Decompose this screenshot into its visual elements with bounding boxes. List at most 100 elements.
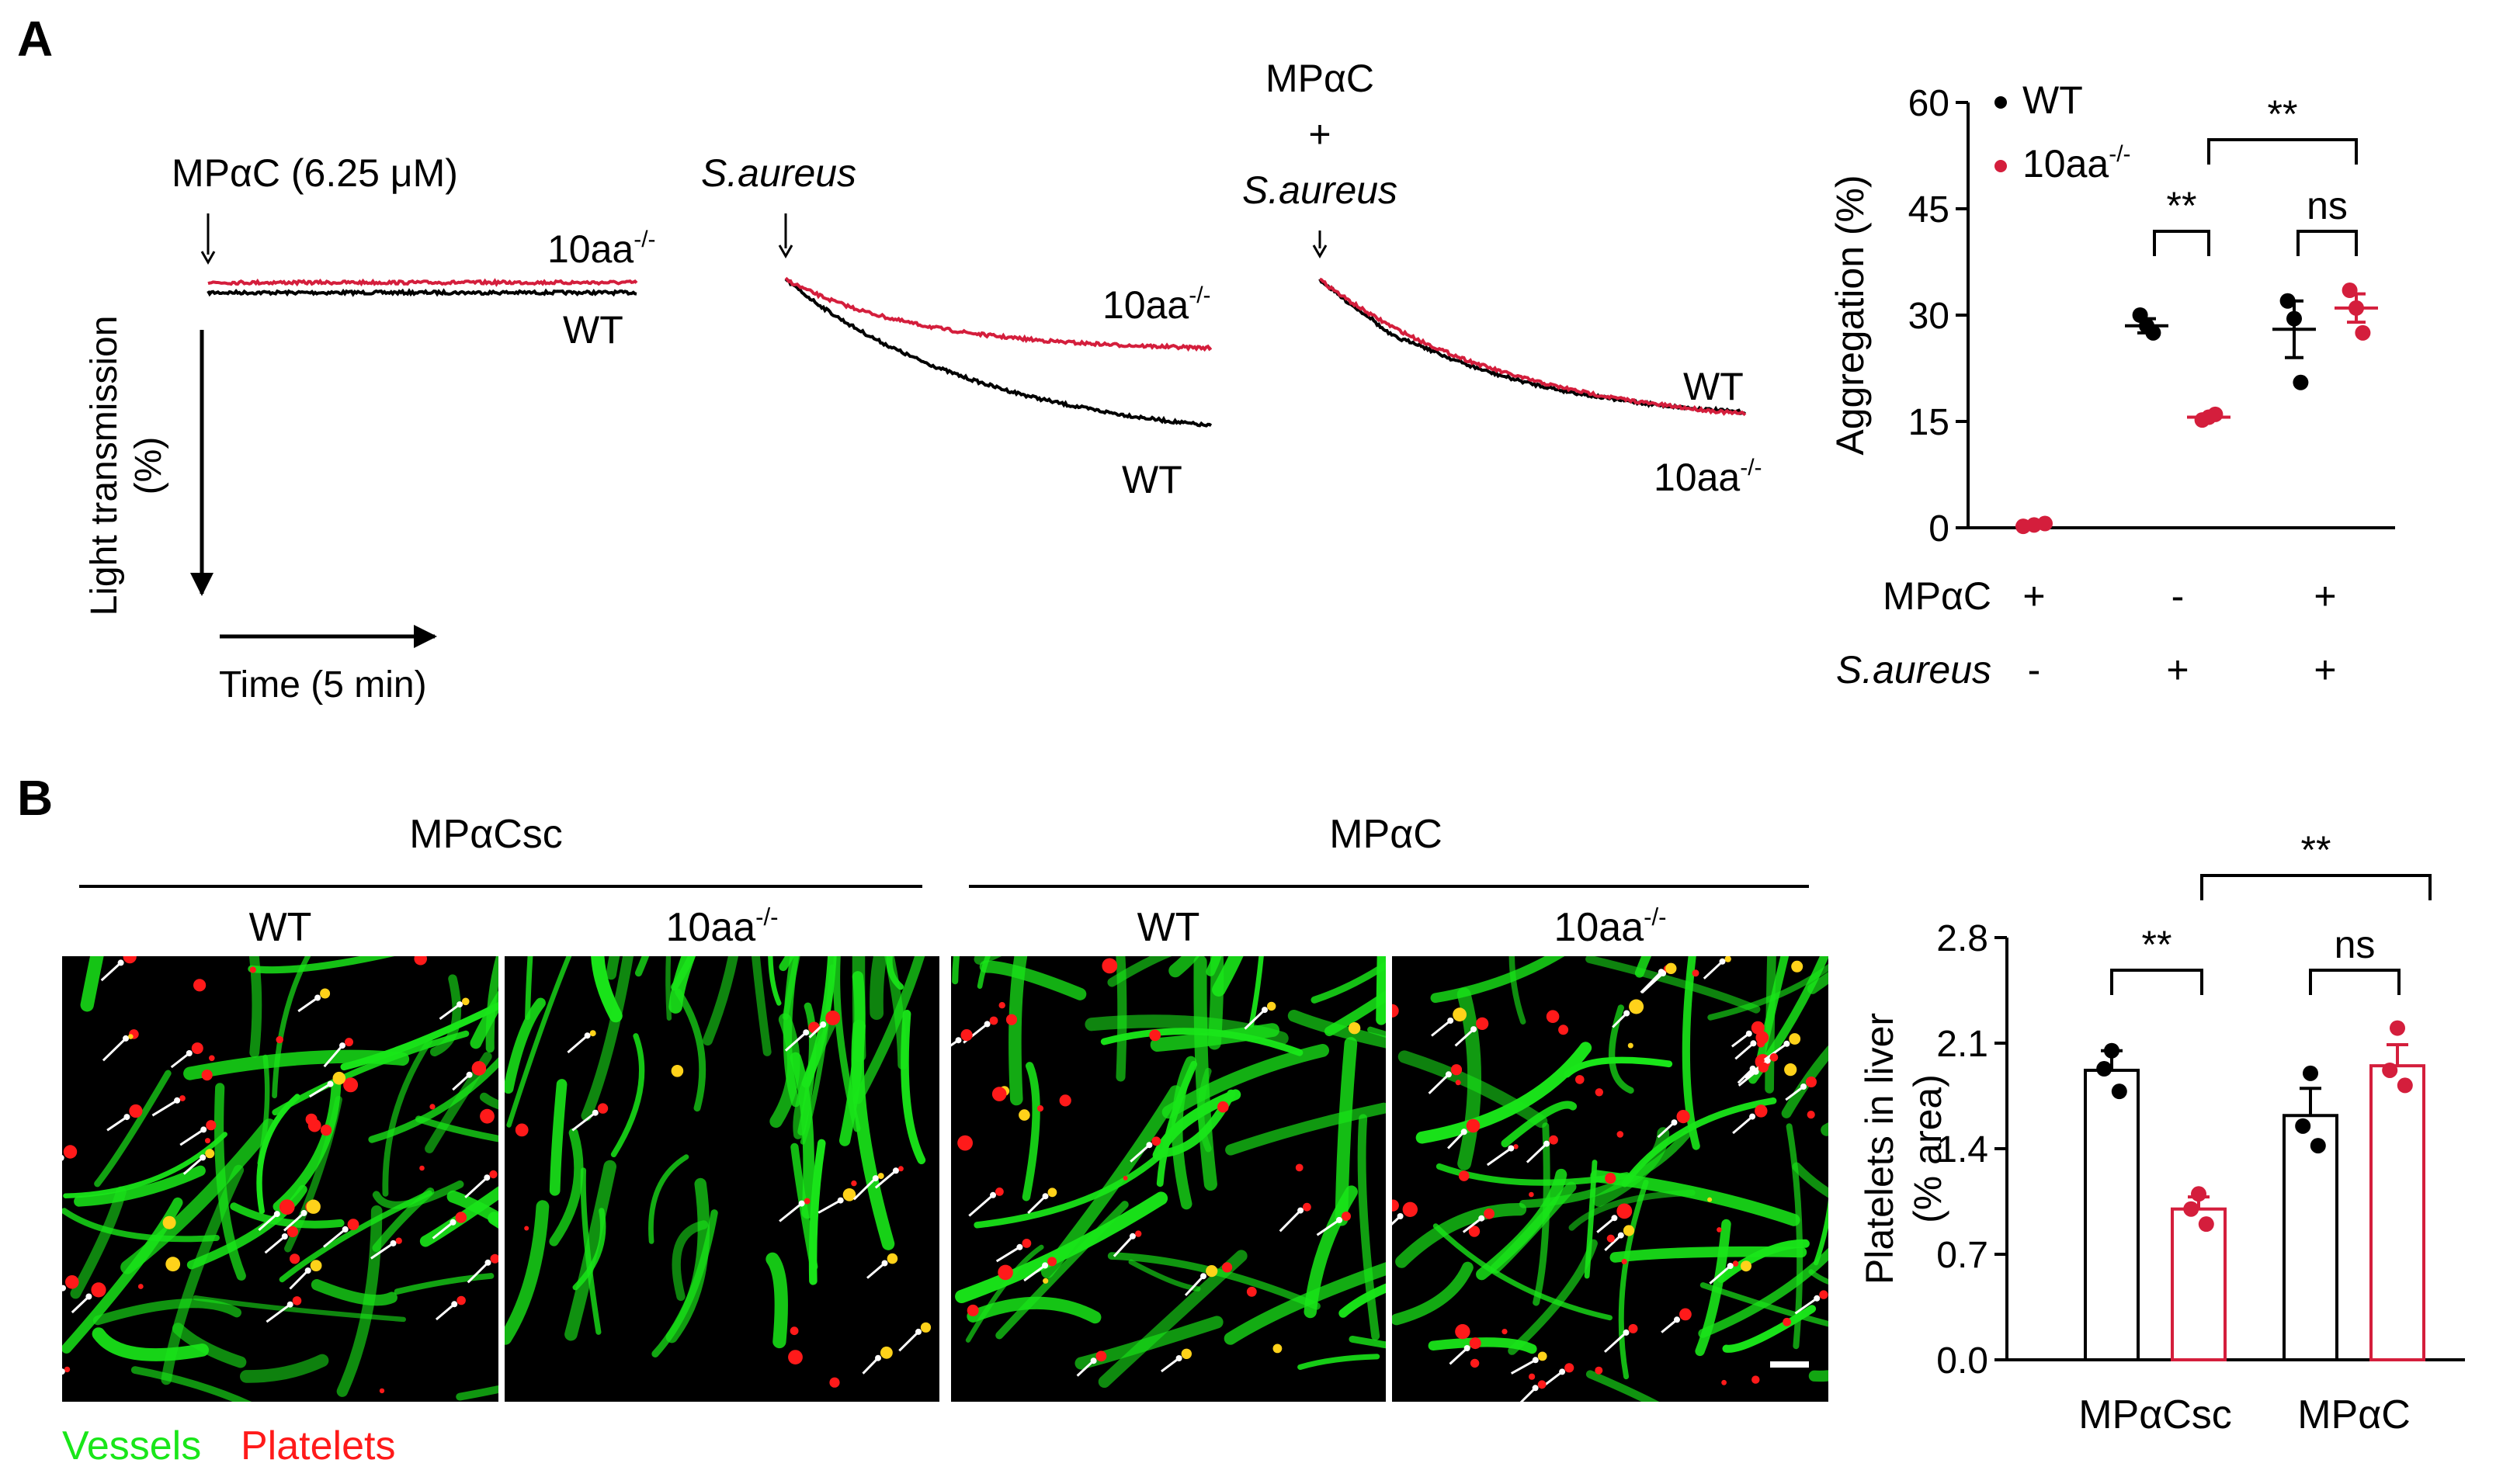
vessel-segment [183,1049,410,1080]
platelet-arrow-head [1623,1329,1630,1336]
platelet-cluster [995,1188,1004,1196]
platelet-arrow [464,1177,488,1198]
vessel-segment [1435,1163,1630,1186]
platelet-arrow [435,1303,456,1321]
platelet-cluster [1575,1075,1585,1084]
platelet-cluster [1819,1290,1828,1299]
panel-b-image-label-3: WT [1137,905,1200,950]
platelet-cluster [63,1145,78,1159]
scatter-point [2286,310,2302,327]
scatter-y-tick-label: 30 [1908,296,1949,337]
platelet-arrow-head [273,1211,280,1218]
platelet-arrow-head [62,1285,66,1292]
bar-point [2104,1042,2119,1059]
platelet-arrow [1027,1195,1047,1214]
platelet-arrow-head [820,1021,827,1028]
platelet-cluster [191,1042,203,1055]
bar-y-tick-label: 1.4 [1936,1129,1988,1170]
platelet-arrow-head [457,1001,463,1008]
platelet-arrow-head [186,1050,193,1056]
platelet-cluster [1732,1260,1739,1267]
platelet-arrow [1023,1264,1046,1282]
vessel-segment [610,1033,645,1158]
platelet-arrow [1763,1042,1788,1061]
platelet-arrow-head [200,1126,207,1133]
condition-value-1-1: + [2166,648,2189,692]
vessel-segment [382,1038,433,1197]
platelet-arrow [297,997,318,1013]
platelet-cluster [790,1326,799,1336]
vessel-segment [1168,956,1200,978]
platelet-arrow-head [1660,970,1667,976]
platelet-cluster [162,1215,176,1229]
platelet-arrow [1428,1073,1449,1094]
trace-label-upper-2-sup: -/- [1189,283,1210,308]
platelet-cluster [788,1350,803,1364]
trace-ko-line-1 [207,278,638,287]
platelet-arrow [862,1357,880,1375]
scatter-y-tick-label: 60 [1908,83,1949,124]
vessel-segment [580,1167,602,1335]
platelet-cluster [1595,1366,1603,1375]
platelet-cluster [1348,1022,1361,1035]
vessel-segment [505,1200,550,1345]
platelet-arrow-head [123,1114,130,1121]
platelet-arrow-head [314,994,321,1001]
condition-value-1-0: - [2028,648,2041,692]
platelet-arrow-head [1297,1207,1304,1214]
platelet-arrow-head [955,1037,962,1044]
bar-point [2390,1020,2405,1036]
platelet-arrow-head [304,1267,311,1274]
platelet-cluster [1791,960,1803,973]
platelet-cluster [1616,1203,1633,1219]
platelet-cluster [515,1123,529,1137]
scale-bar [1770,1361,1809,1368]
vessel-segment [1392,1261,1474,1326]
vessel-segment [394,1273,495,1295]
platelet-arrow-head [1478,1215,1485,1222]
platelet-cluster [1019,1109,1030,1121]
platelet-arrow-head [984,1021,991,1028]
platelet-cluster [1627,1042,1633,1049]
platelet-cluster [1564,1363,1574,1373]
platelet-cluster [1537,1351,1547,1361]
platelet-cluster [1783,1317,1791,1326]
platelet-arrow-head [200,1154,207,1161]
platelet-arrow [1709,1264,1731,1285]
platelet-arrow [1510,1358,1536,1375]
vessel-segment [1432,1223,1613,1321]
platelet-arrow [71,1295,90,1314]
vessel-segment [272,956,311,1099]
platelet-arrow-head [281,1233,288,1240]
vessel-segment [634,956,650,977]
panel-b-group-label-2: MPαC [1329,812,1442,857]
platelet-cluster [1206,1265,1218,1278]
platelet-cluster [1629,999,1644,1014]
vessel-segment [672,1220,709,1302]
platelet-arrow [1640,972,1665,994]
platelet-cluster-group [1392,956,1828,1402]
vessel-segment [63,1132,227,1198]
platelet-cluster [290,1253,300,1264]
scatter-sig-bracket-3 [2207,138,2358,165]
platelet-cluster [1616,1131,1624,1138]
vessel-segment [506,956,572,1128]
platelet-arrow-head [1611,1215,1618,1222]
bar-y-axis-label-1: Platelets in liver [1858,1013,1901,1285]
platelet-cluster [305,1113,318,1125]
platelet-arrow [1657,1122,1675,1139]
scatter-y-tick-label: 45 [1908,189,1949,231]
vessel-segment [952,956,960,985]
scatter-point [2349,300,2364,316]
panel-b-image-label-1: WT [249,905,312,950]
platelet-arrow [170,1052,190,1069]
platelet-cluster [457,1295,466,1305]
scatter-legend-label-base: 10aa [2022,142,2109,186]
platelet-cluster [1751,1375,1760,1384]
vessel-segment [1397,1050,1548,1129]
vessel-segment [549,1128,584,1246]
platelet-arrow [1279,1209,1302,1233]
platelet-arrow [1612,1012,1628,1028]
platelet-cluster [193,979,207,992]
trace-label-lower-3-sup: -/- [1740,455,1762,480]
